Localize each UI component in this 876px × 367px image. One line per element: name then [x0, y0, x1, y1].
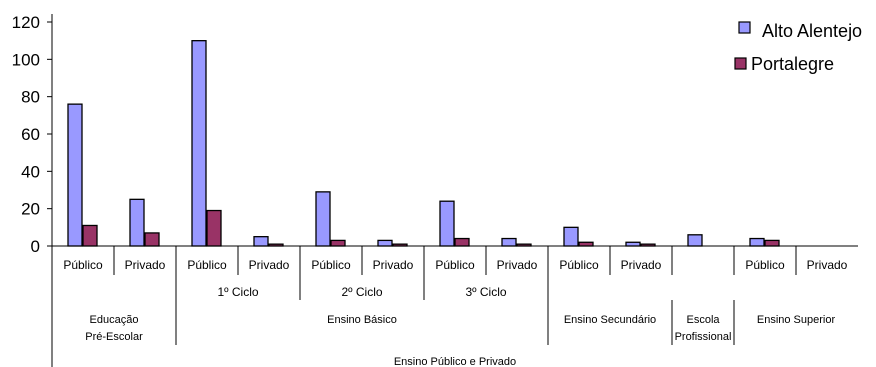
x-group-label: Ensino Público e Privado: [394, 356, 516, 367]
y-tick-label: 100: [12, 50, 40, 69]
y-tick-label: 40: [21, 162, 40, 181]
bar-alto-alentejo: [439, 200, 455, 247]
legend-label: Alto Alentejo: [762, 21, 862, 41]
bar-portalegre: [330, 239, 346, 247]
bar-alto-alentejo: [687, 234, 703, 247]
x-axis: Público Privado Público Privado Público Priva…: [51, 245, 858, 367]
bar-alto-alentejo: [315, 191, 331, 247]
x-tick-label: Privado: [621, 258, 662, 272]
x-tick-label: Privado: [373, 258, 414, 272]
y-tick-label: 80: [21, 88, 40, 107]
x-tick-label: Privado: [497, 258, 538, 272]
legend: Alto Alentejo Portalegre: [734, 21, 862, 74]
bar-alto-alentejo: [191, 40, 207, 247]
bars: [67, 40, 780, 247]
x-group-label: Ensino Básico: [327, 314, 397, 326]
bar-portalegre: [764, 239, 780, 247]
bar-portalegre: [82, 224, 98, 247]
x-group-label: Profissional: [675, 331, 732, 343]
bar-alto-alentejo: [253, 236, 269, 247]
x-tick-label: Público: [745, 258, 785, 272]
x-tick-label: Público: [559, 258, 599, 272]
bar-portalegre: [144, 232, 160, 247]
y-tick-label: 0: [31, 237, 40, 256]
bar-alto-alentejo: [377, 239, 393, 247]
bar-alto-alentejo: [67, 103, 83, 247]
legend-label: Portalegre: [751, 54, 834, 74]
y-tick-label: 120: [12, 13, 40, 32]
x-group-label: Ensino Superior: [757, 314, 836, 326]
bar-alto-alentejo: [563, 226, 579, 247]
bar-alto-alentejo: [625, 241, 641, 247]
x-group-label: 3º Ciclo: [465, 285, 506, 299]
x-tick-label: Público: [311, 258, 351, 272]
x-tick-label: Público: [187, 258, 227, 272]
x-tick-label: Público: [435, 258, 475, 272]
x-group-label: Ensino Secundário: [564, 314, 656, 326]
x-tick-label: Privado: [807, 258, 848, 272]
bar-alto-alentejo: [129, 198, 145, 247]
bar-portalegre: [206, 209, 222, 247]
x-group-label: Pré-Escolar: [85, 331, 143, 343]
y-axis: 0 20 40 60 80 100 120: [12, 13, 53, 256]
y-tick-label: 20: [21, 200, 40, 219]
x-group-label: Escola: [686, 314, 720, 326]
legend-swatch: [738, 21, 751, 34]
y-tick-label: 60: [21, 125, 40, 144]
x-tick-label: Privado: [249, 258, 290, 272]
x-tick-label: Público: [63, 258, 103, 272]
bar-alto-alentejo: [749, 237, 765, 247]
bar-portalegre: [578, 241, 594, 247]
bar-alto-alentejo: [501, 237, 517, 247]
bar-portalegre: [454, 237, 470, 247]
x-tick-label: Privado: [125, 258, 166, 272]
x-group-label: 1º Ciclo: [217, 285, 258, 299]
legend-swatch: [734, 57, 747, 70]
x-group-label: 2º Ciclo: [341, 285, 382, 299]
x-group-label: Educação: [90, 314, 139, 326]
